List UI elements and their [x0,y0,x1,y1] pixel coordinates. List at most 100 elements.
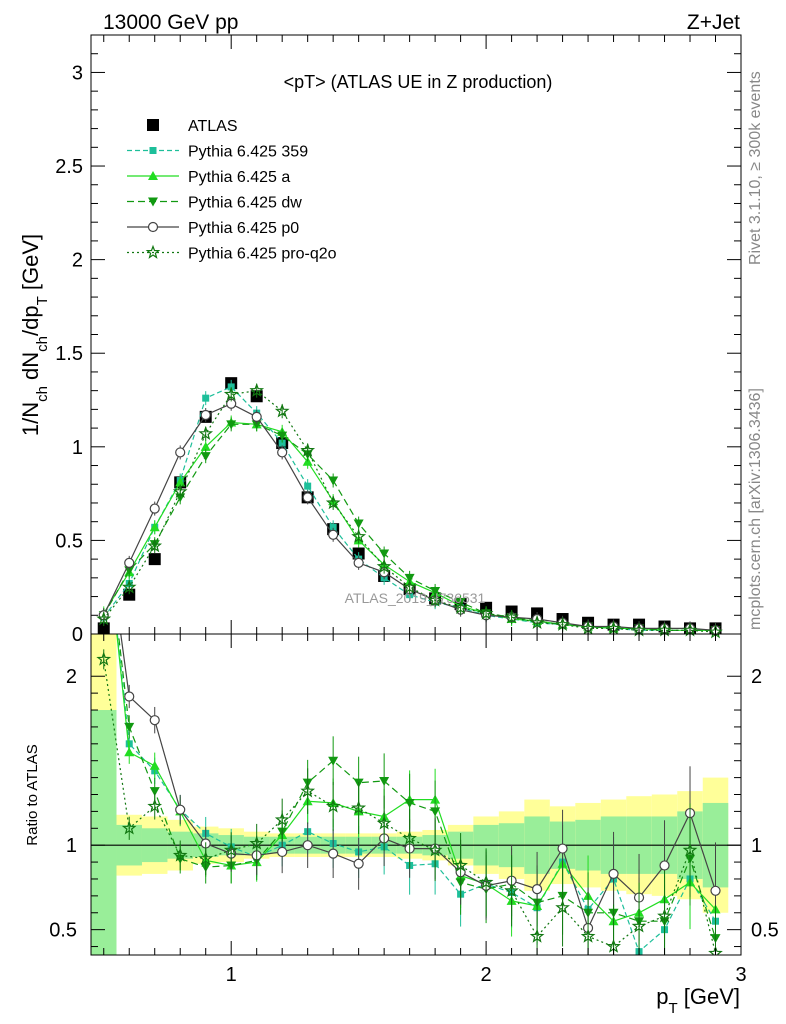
main-point [223,386,239,401]
ratio-point [608,868,619,880]
main-point [328,529,339,540]
ratio-point [504,883,519,898]
main-point [353,519,364,529]
main-point [478,605,494,620]
ratio-panel-bands [91,634,741,955]
ratio-point [300,783,316,798]
ratio-band-green [91,710,117,955]
ratio-point [478,874,494,889]
ratio-point [529,928,545,943]
ratio-y-tick-label: 0.5 [49,920,77,942]
ratio-point [427,842,443,857]
legend-marker [147,221,159,233]
main-point [278,439,286,447]
ratio-point [430,807,441,817]
ratio-point [274,812,290,827]
ratio-point [124,747,135,757]
legend-item: Pythia 6.425 dw [127,195,302,212]
main-y-tick-label: 1.5 [55,343,83,365]
ratio-point [710,885,721,896]
ratio-y-tick-label-right: 0.5 [751,920,779,942]
main-point [175,447,186,458]
ratio-panel-axes: 0.5 0.5 1 1 2 2 1 2 3 [49,634,779,986]
ratio-point [198,850,214,866]
main-point [121,579,137,594]
ratio-point [124,722,135,732]
legend-item: Pythia 6.425 pro-q2o [127,244,337,263]
main-point [124,557,135,568]
main-y-tick-label: 2 [72,250,83,272]
main-y-tick-label: 3 [72,62,83,84]
ratio-point [376,815,392,830]
main-point [430,586,441,596]
legend-label: Pythia 6.425 dw [188,195,302,212]
ratio-y-tick-label-right: 1 [751,835,762,857]
main-point [226,420,237,430]
legend-label: Pythia 6.425 p0 [188,220,299,237]
ratio-point [657,908,672,923]
main-point [200,441,211,451]
main-point [96,611,112,626]
legend-item: ATLAS [147,118,238,135]
main-point [529,615,545,629]
main-point [404,573,415,583]
ratio-series-4 [96,649,723,955]
ratio-series-3 [99,503,721,955]
main-point [172,483,188,499]
x-tick-label: 3 [735,964,746,986]
ratio-point [249,835,265,850]
main-point [251,411,262,422]
main-point [251,420,262,430]
ratio-point [402,830,417,845]
x-tick-label: 1 [226,964,237,986]
legend-item: Pythia 6.425 359 [127,144,308,161]
ratio-y-tick-label: 2 [66,666,77,688]
main-point [277,447,288,458]
ratio-point [531,884,543,895]
ratio-point [404,798,415,808]
main-panel-axes: 0 0.5 1 1.5 2 2.5 3 [55,34,742,646]
legend-marker [149,147,157,154]
header-right-label: Z+Jet [687,11,740,34]
main-y-tick-label: 0.5 [55,530,83,552]
main-point [353,557,364,568]
ratio-y-axis-label: Ratio to ATLAS [24,744,41,845]
ratio-point [631,918,647,933]
ratio-point [149,760,160,770]
main-y-tick-label: 2.5 [55,156,83,178]
header-left-label: 13000 GeV pp [103,11,238,34]
ratio-point [708,945,723,955]
ratio-point [99,502,109,511]
main-point [325,495,341,510]
ratio-y-tick-label-right: 2 [751,666,762,688]
main-point [274,403,290,418]
ratio-point [99,503,108,512]
main-y-tick-label: 0 [72,624,83,646]
main-point [302,492,313,503]
main-point [376,558,392,573]
ratio-point [277,846,288,858]
main-point [453,600,468,614]
legend-marker [148,171,158,180]
ratio-point [351,800,367,815]
ratio-point [124,691,135,702]
rivet-version-label: Rivet 3.1.10, ≥ 300k events [747,71,764,265]
ratio-point [557,843,568,854]
legend-item: Pythia 6.425 p0 [127,220,299,237]
ratio-point [172,847,188,862]
ratio-series-2 [99,503,721,955]
legend-marker [148,197,158,207]
ratio-y-tick-label: 1 [66,835,77,857]
main-point [427,592,443,607]
legend-label: Pythia 6.425 a [188,169,290,186]
ratio-point [223,842,239,857]
ratio-point [302,840,313,851]
main-point [328,476,339,486]
main-point [149,503,160,514]
main-point [277,431,288,441]
ratio-point [328,756,339,766]
ratio-point [99,503,109,512]
ratio-point [325,798,341,813]
main-point [200,409,211,421]
